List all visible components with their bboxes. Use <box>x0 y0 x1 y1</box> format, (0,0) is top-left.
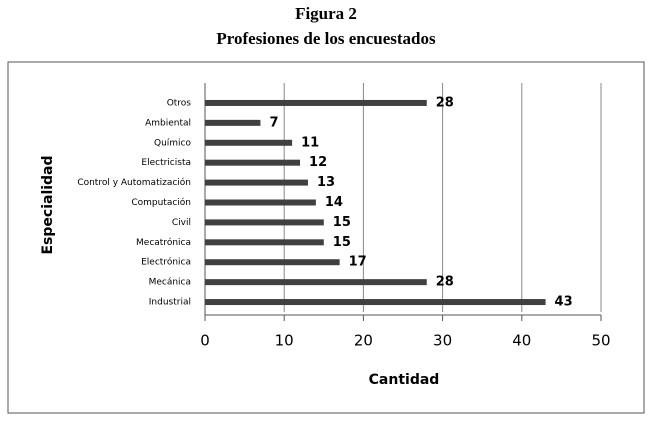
y-tick-label: Civil <box>172 218 191 228</box>
data-label: 17 <box>349 255 367 270</box>
data-label: 11 <box>301 135 319 150</box>
data-label: 15 <box>333 215 351 230</box>
y-tick-label: Computación <box>131 197 191 208</box>
chart-frame <box>7 61 645 414</box>
data-label: 7 <box>269 115 278 130</box>
y-tick-label: Mecatrónica <box>136 237 191 248</box>
y-tick-label: Otros <box>167 98 192 108</box>
y-tick-label: Control y Automatización <box>77 177 191 188</box>
bar <box>205 139 293 146</box>
data-label: 15 <box>333 235 351 250</box>
x-tick-label: 30 <box>433 332 452 350</box>
y-tick-label: Industrial <box>149 298 191 308</box>
data-label: 14 <box>325 195 343 210</box>
bar <box>205 179 308 186</box>
x-tick-label: 20 <box>354 332 373 350</box>
chart-subtitle: Profesiones de los encuestados <box>216 29 436 48</box>
data-label: 13 <box>317 175 335 190</box>
data-label: 28 <box>436 275 454 290</box>
chart-title: Figura 2 <box>295 4 357 23</box>
bar <box>205 239 324 246</box>
bar <box>205 119 261 126</box>
y-tick-label: Electricista <box>141 158 191 168</box>
x-tick-label: 10 <box>275 332 294 350</box>
x-tick-label: 40 <box>512 332 531 350</box>
x-tick-label: 0 <box>200 332 210 350</box>
y-axis-label: Especialidad <box>40 155 56 254</box>
bar <box>205 279 427 286</box>
x-axis-label: Cantidad <box>369 372 440 388</box>
y-tick-label: Electrónica <box>141 257 191 268</box>
y-tick-label: Mecánica <box>149 278 191 288</box>
data-label: 43 <box>555 295 573 310</box>
bar <box>205 259 340 266</box>
y-tick-label: Químico <box>154 138 192 148</box>
bar <box>205 159 301 166</box>
bar <box>205 99 427 106</box>
y-tick-label: Ambiental <box>145 118 191 128</box>
bar <box>205 299 546 306</box>
bar <box>205 219 324 226</box>
bar <box>205 199 316 206</box>
data-label: 12 <box>309 155 327 170</box>
x-tick-label: 50 <box>591 332 610 350</box>
data-label: 28 <box>436 95 454 110</box>
